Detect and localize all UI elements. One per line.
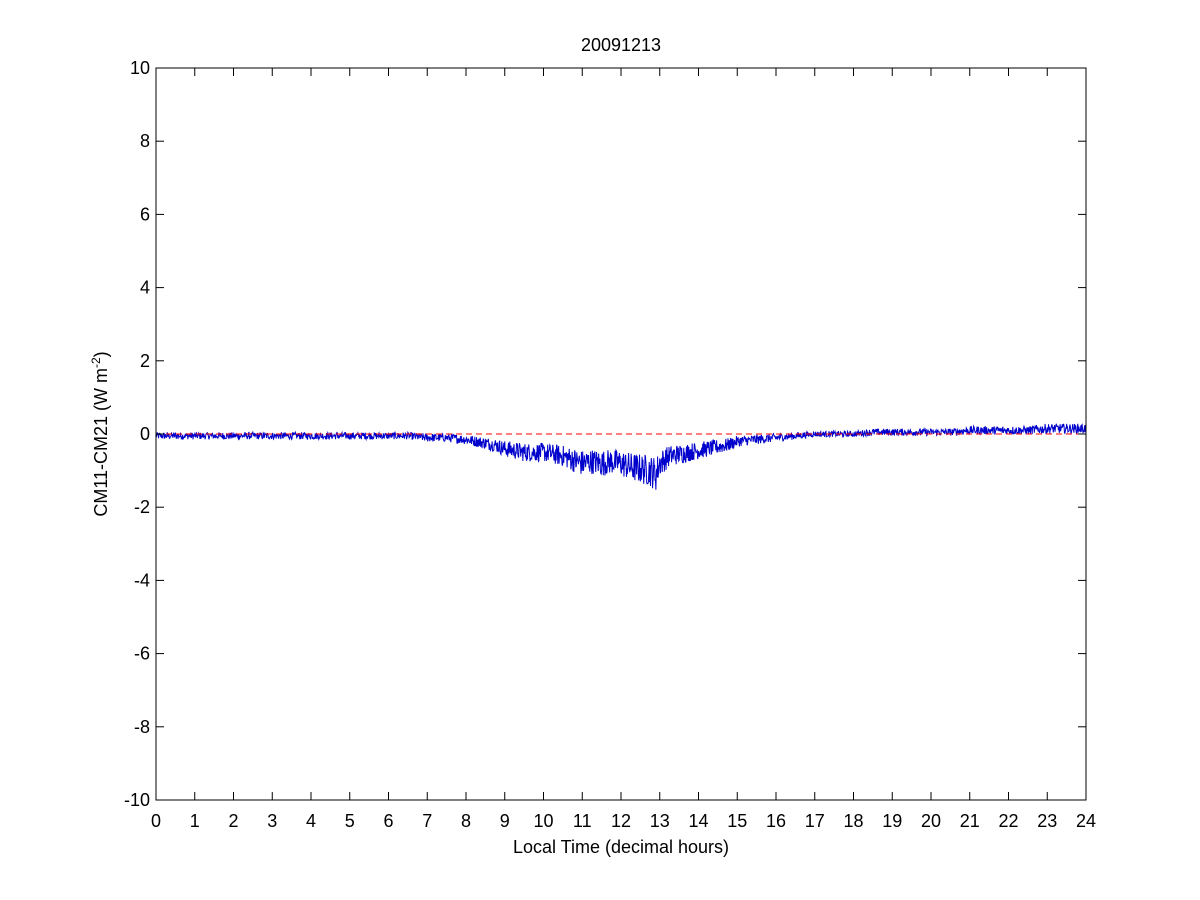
y-axis-label-sup: -2 — [89, 357, 103, 368]
x-tick-label: 15 — [727, 811, 747, 831]
y-tick-label: 8 — [140, 131, 150, 151]
y-axis: -10 -8 -6 -4 -2 0 2 4 6 8 10 — [124, 58, 1086, 810]
y-axis-label-main: CM11-CM21 (W m — [91, 368, 111, 517]
x-tick-label: 21 — [960, 811, 980, 831]
x-tick-label: 3 — [267, 811, 277, 831]
x-tick-label: 20 — [921, 811, 941, 831]
x-tick-label: 11 — [573, 811, 592, 831]
x-tick-label: 7 — [422, 811, 432, 831]
x-tick-label: 10 — [533, 811, 553, 831]
y-tick-label: 0 — [140, 424, 150, 444]
y-tick-label: -6 — [134, 644, 150, 664]
x-tick-label: 24 — [1076, 811, 1096, 831]
x-axis-label: Local Time (decimal hours) — [513, 837, 729, 857]
y-tick-label: -10 — [124, 790, 150, 810]
x-tick-label: 14 — [688, 811, 708, 831]
x-tick-label: 9 — [500, 811, 510, 831]
y-tick-label: -2 — [134, 497, 150, 517]
x-tick-label: 16 — [766, 811, 786, 831]
x-axis: 0 1 2 3 4 5 6 7 8 9 10 11 12 13 14 15 16 17 18 19 20 21 22 23 24 — [151, 68, 1096, 831]
x-tick-label: 18 — [843, 811, 863, 831]
x-tick-label: 4 — [306, 811, 316, 831]
y-tick-label: 2 — [140, 351, 150, 371]
x-tick-label: 13 — [650, 811, 670, 831]
x-tick-label: 1 — [190, 811, 200, 831]
y-axis-label: CM11-CM21 (W m-2) — [89, 351, 111, 516]
x-tick-label: 23 — [1037, 811, 1057, 831]
x-tick-label: 2 — [228, 811, 238, 831]
x-tick-label: 8 — [461, 811, 471, 831]
series-line-0 — [155, 423, 1087, 490]
series-layer — [155, 423, 1087, 490]
x-tick-label: 6 — [383, 811, 393, 831]
y-tick-label: -8 — [134, 717, 150, 737]
x-tick-label: 5 — [345, 811, 355, 831]
chart-title: 20091213 — [581, 35, 661, 55]
x-tick-label: 19 — [882, 811, 902, 831]
y-axis-label-close: ) — [91, 351, 111, 357]
x-tick-label: 12 — [611, 811, 631, 831]
y-tick-label: 4 — [140, 278, 150, 298]
y-tick-label: 6 — [140, 204, 150, 224]
x-tick-label: 17 — [805, 811, 825, 831]
y-tick-label: 10 — [130, 58, 150, 78]
y-tick-label: -4 — [134, 570, 150, 590]
x-tick-label: 0 — [151, 811, 161, 831]
x-tick-label: 22 — [998, 811, 1018, 831]
